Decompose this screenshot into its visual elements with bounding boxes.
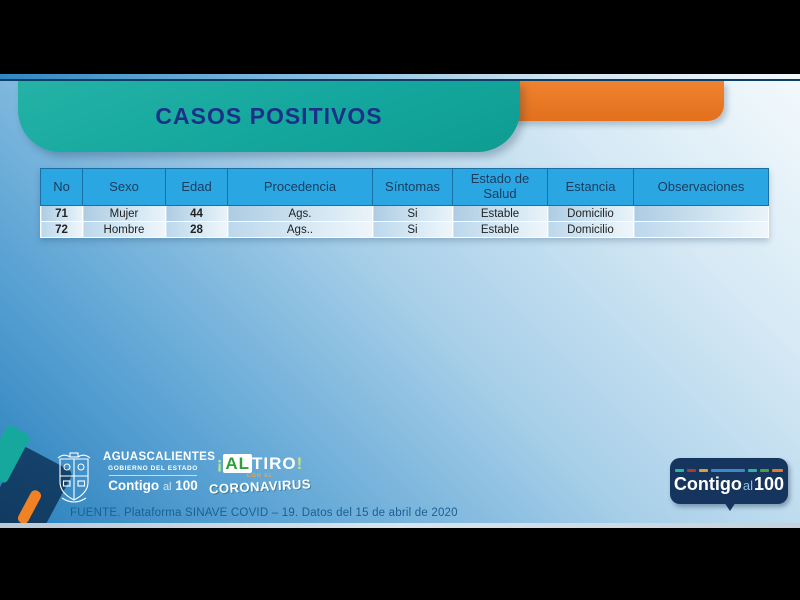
bottom-accent-strip [0,523,800,528]
aguascalientes-coat-of-arms-icon [53,451,95,505]
col-header-edad: Edad [165,168,228,206]
badge-text: Contigoal100 [674,475,784,493]
cell-estancia: Domicilio [547,221,634,238]
badge-speech-tail [724,502,736,511]
badge-al: al [742,478,754,493]
col-header-estado-de-salud: Estado de Salud [452,168,548,206]
cell-sexo: Hombre [82,221,166,238]
col-header-no: No [40,168,83,206]
government-subtitle: GOBIERNO DEL ESTADO [108,464,198,472]
cell-sexo: Mujer [82,205,166,222]
letterbox-top [0,0,800,74]
cell-no: 71 [40,205,83,222]
slide-content: CASOS POSITIVOS No Sexo Edad Procedencia… [0,81,800,523]
cases-table: No Sexo Edad Procedencia Síntomas Estado… [40,168,769,238]
col-header-sexo: Sexo [82,168,166,206]
al-word: al [162,480,172,493]
cell-edad: 28 [165,221,228,238]
hundred-word: 100 [175,477,198,493]
divider [109,474,197,476]
badge-hundred: 100 [754,474,785,494]
cell-observaciones [633,221,769,238]
contigo-al-100-badge: Contigoal100 [670,458,788,504]
cell-estado-de-salud: Estable [452,221,548,238]
contigo-word: Contigo [108,477,160,493]
coronavirus-word: CORONAVIRUS [208,476,312,497]
page-title: CASOS POSITIVOS [155,103,383,129]
cell-sintomas: Si [372,221,453,238]
exclamation-open: ¡ [216,454,224,473]
col-header-procedencia: Procedencia [227,168,373,206]
exclamation-close: ! [296,454,304,473]
table-row: 72 Hombre 28 Ags.. Si Estable Domicilio [40,221,769,238]
cell-procedencia: Ags.. [227,221,373,238]
badge-contigo: Contigo [673,474,742,494]
cases-table-wrapper: No Sexo Edad Procedencia Síntomas Estado… [40,168,769,238]
source-citation: FUENTE. Plataforma SINAVE COVID – 19. Da… [70,507,458,519]
col-header-observaciones: Observaciones [633,168,769,206]
state-name: AGUASCALIENTES [103,451,216,463]
altiro-coronavirus-logo: ¡ AL TIRO! CON EL CORONAVIRUS [205,454,315,497]
col-header-estancia: Estancia [547,168,634,206]
cell-estancia: Domicilio [547,205,634,222]
col-header-sintomas: Síntomas [372,168,453,206]
altiro-title: ¡ AL TIRO! [205,454,315,474]
cell-edad: 44 [165,205,228,222]
table-row: 71 Mujer 44 Ags. Si Estable Domicilio [40,205,769,222]
cell-estado-de-salud: Estable [452,205,548,222]
al-chip: AL [223,454,253,473]
government-logo-text: AGUASCALIENTES GOBIERNO DEL ESTADO Conti… [103,451,216,493]
badge-color-dashes-icon [675,469,783,472]
contigo-al-100-text: Contigo al 100 [103,478,203,493]
con-el-text: CON EL [246,473,274,479]
letterbox-bottom [0,528,800,600]
table-header-row: No Sexo Edad Procedencia Síntomas Estado… [40,168,769,206]
cell-observaciones [633,205,769,222]
tiro-word: TIRO [252,454,297,473]
cell-no: 72 [40,221,83,238]
cell-sintomas: Si [372,205,453,222]
government-logo: AGUASCALIENTES GOBIERNO DEL ESTADO Conti… [53,451,216,505]
cell-procedencia: Ags. [227,205,373,222]
orange-banner-tab [500,81,724,121]
header-accent-stripe [0,74,800,81]
title-banner: CASOS POSITIVOS [18,81,520,152]
